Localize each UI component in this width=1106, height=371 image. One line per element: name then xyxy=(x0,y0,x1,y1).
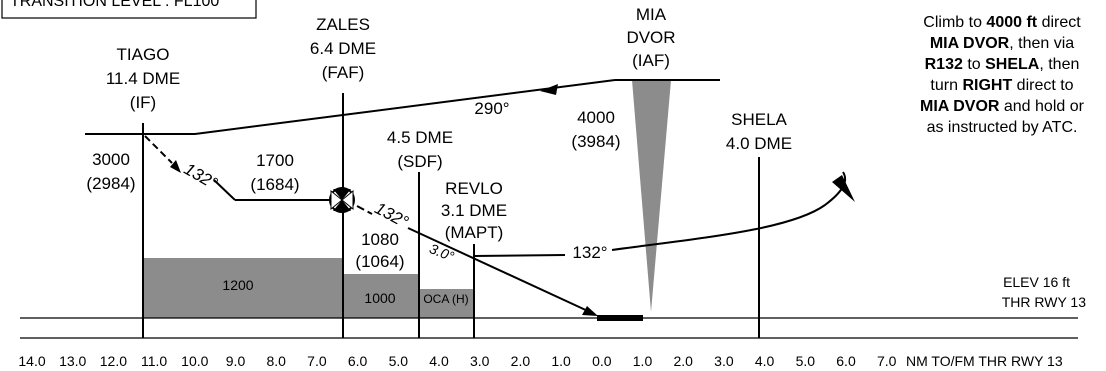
distance-axis-label: NM TO/FM THR RWY 13 xyxy=(906,353,1063,369)
inbound-course-label-1: 132° xyxy=(181,159,221,193)
axis-tick-label: 3.0 xyxy=(714,353,734,369)
final-approach-arrowhead xyxy=(582,306,598,316)
axis-tick-label: 0.0 xyxy=(592,353,612,369)
obstacle-block-oca xyxy=(419,289,474,318)
shela-name: SHELA xyxy=(731,110,787,129)
obstacle-1000-label: 1000 xyxy=(364,290,395,306)
axis-tick-label: 2.0 xyxy=(511,353,531,369)
axis-tick-label: 5.0 xyxy=(389,353,409,369)
axis-tick-label: 1.0 xyxy=(633,353,653,369)
axis-tick-label: 4.0 xyxy=(755,353,775,369)
instruction-text: , then via xyxy=(1009,35,1074,52)
tiago-altitude: 3000 xyxy=(92,150,130,169)
instruction-text: direct to xyxy=(1012,77,1073,94)
glidepath-angle-label: 3.0° xyxy=(427,240,457,264)
sdf-height: (1064) xyxy=(355,252,404,271)
shela-dme: 4.0 DME xyxy=(726,134,792,153)
mia-height: (3984) xyxy=(571,132,620,151)
instruction-line: turn RIGHT direct to xyxy=(930,77,1073,94)
zales-name: ZALES xyxy=(316,15,370,34)
distance-axis: 14.0 13.0 12.0 11.0 10.0 9.0 8.0 7.0 6.0 5.0 4.0 3.… xyxy=(18,353,896,369)
zales-altitude: 1700 xyxy=(256,151,294,170)
tiago-height: (2984) xyxy=(86,174,135,193)
instruction-bold-text: SHELA xyxy=(985,56,1040,73)
instruction-bold-text: MIA DVOR xyxy=(930,35,1010,52)
instruction-line: as instructed by ATC. xyxy=(927,119,1078,136)
instruction-text: as instructed by ATC. xyxy=(927,119,1078,136)
missed-approach-arrowhead xyxy=(832,175,855,202)
instruction-text: to xyxy=(963,56,985,73)
aerodrome-elevation: ELEV 16 ft xyxy=(1003,274,1070,290)
axis-tick-label: 13.0 xyxy=(59,353,86,369)
zales-height: (1684) xyxy=(250,175,299,194)
instruction-text: and hold or xyxy=(999,98,1084,115)
obstacle-block-1000 xyxy=(343,274,419,318)
zales-role: (FAF) xyxy=(322,63,365,82)
instruction-bold-text: MIA DVOR xyxy=(920,98,1000,115)
axis-tick-label: 9.0 xyxy=(226,353,246,369)
axis-tick-label: 3.0 xyxy=(470,353,490,369)
axis-tick-label: 10.0 xyxy=(181,353,208,369)
axis-tick-label: 12.0 xyxy=(100,353,127,369)
axis-tick-label: 7.0 xyxy=(307,353,327,369)
axis-tick-label: 5.0 xyxy=(796,353,816,369)
mia-role: (IAF) xyxy=(632,51,670,70)
tiago-dme: 11.4 DME xyxy=(106,69,180,88)
runway-threshold-bar xyxy=(597,315,643,321)
instruction-line: R132 to SHELA, then xyxy=(925,56,1080,73)
instruction-text: Climb to xyxy=(923,14,986,31)
revlo-dme: 3.1 DME xyxy=(441,201,507,220)
axis-tick-label: 4.0 xyxy=(429,353,449,369)
descent-arrowhead xyxy=(170,160,181,173)
instruction-line: Climb to 4000 ft direct xyxy=(923,14,1081,31)
mia-name: MIA xyxy=(636,5,667,24)
outbound-track-290 xyxy=(194,79,616,135)
mia-altitude: 4000 xyxy=(577,108,615,127)
transition-level-box xyxy=(1,0,257,19)
sdf-altitude: 1080 xyxy=(361,230,399,249)
missed-course-label: 132° xyxy=(572,243,607,262)
obstacle-block-1200 xyxy=(143,258,343,318)
axis-tick-label: 14.0 xyxy=(18,353,45,369)
revlo-role: (MAPT) xyxy=(445,223,504,242)
descent-tiago-dashed xyxy=(144,135,173,164)
axis-tick-label: 6.0 xyxy=(836,353,856,369)
instruction-line: MIA DVOR and hold or xyxy=(920,98,1085,115)
inbound-course-label-2: 132° xyxy=(372,198,412,231)
outbound-arrowhead xyxy=(540,84,558,95)
final-approach-path xyxy=(407,227,591,313)
axis-tick-label: 1.0 xyxy=(551,353,571,369)
oca-label: OCA (H) xyxy=(423,292,468,306)
mia-dvor-cone xyxy=(632,80,671,312)
instruction-text: direct xyxy=(1037,14,1081,31)
axis-tick-label: 11.0 xyxy=(141,353,167,369)
instruction-line: MIA DVOR, then via xyxy=(930,35,1074,52)
tiago-role: (IF) xyxy=(130,93,156,112)
sdf-dme: 4.5 DME xyxy=(387,128,453,147)
revlo-name: REVLO xyxy=(445,179,503,198)
obstacle-1200-label: 1200 xyxy=(222,277,253,293)
missed-approach-level xyxy=(473,254,566,257)
axis-tick-label: 6.0 xyxy=(348,353,368,369)
zales-dme: 6.4 DME xyxy=(310,39,376,58)
transition-level-label: TRANSITION LEVEL : FL100 xyxy=(10,0,219,10)
instruction-bold-text: RIGHT xyxy=(962,77,1012,94)
sdf-role: (SDF) xyxy=(397,152,442,171)
instruction-bold-text: 4000 ft xyxy=(986,14,1037,31)
threshold-runway: THR RWY 13 xyxy=(1002,294,1086,310)
mia-type: DVOR xyxy=(626,28,675,47)
axis-tick-label: 2.0 xyxy=(673,353,693,369)
descent-after-faf xyxy=(356,205,373,215)
axis-tick-label: 8.0 xyxy=(266,353,286,369)
instruction-text: , then xyxy=(1039,56,1079,73)
tiago-name: TIAGO xyxy=(117,45,170,64)
faf-symbol xyxy=(329,187,355,213)
instruction-text: turn xyxy=(930,77,962,94)
outbound-course-label: 290° xyxy=(474,99,509,118)
instruction-bold-text: R132 xyxy=(925,56,963,73)
axis-tick-label: 7.0 xyxy=(877,353,897,369)
descent-to-1700 xyxy=(213,179,236,201)
